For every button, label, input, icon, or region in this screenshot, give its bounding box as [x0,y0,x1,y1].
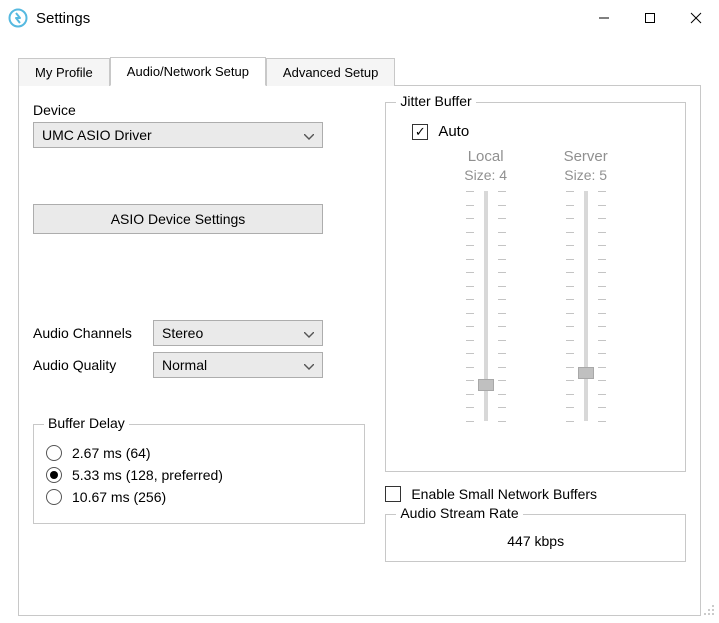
titlebar: Settings [0,0,719,36]
jitter-buffer-group: Jitter Buffer Auto Local Size: 4 Server … [385,102,686,472]
chevron-down-icon [304,357,314,373]
radio-icon[interactable] [46,467,62,483]
audio-quality-label: Audio Quality [33,357,143,373]
chevron-down-icon [304,325,314,341]
audio-stream-rate-group: Audio Stream Rate 447 kbps [385,514,686,562]
asio-device-settings-button[interactable]: ASIO Device Settings [33,204,323,234]
left-column: Device UMC ASIO Driver ASIO Device Setti… [33,102,365,601]
tab-my-profile[interactable]: My Profile [18,58,110,86]
jitter-local-size: Size: 4 [464,167,507,183]
buffer-delay-option-label: 5.33 ms (128, preferred) [72,467,223,483]
radio-icon[interactable] [46,445,62,461]
enable-small-buffers-checkbox[interactable] [385,486,401,502]
audio-channels-label: Audio Channels [33,325,143,341]
jitter-auto-label: Auto [438,123,469,140]
jitter-local-column: Local Size: 4 [456,148,516,421]
chevron-down-icon [304,127,314,143]
tab-audio-network-setup[interactable]: Audio/Network Setup [110,57,266,86]
buffer-delay-option[interactable]: 2.67 ms (64) [46,445,352,461]
jitter-local-title: Local [468,148,504,165]
resize-grip-icon[interactable] [701,602,715,619]
buffer-delay-option[interactable]: 10.67 ms (256) [46,489,352,505]
tab-advanced-setup[interactable]: Advanced Setup [266,58,395,86]
right-column: Jitter Buffer Auto Local Size: 4 Server … [385,102,686,601]
tab-bar: My Profile Audio/Network Setup Advanced … [18,56,701,86]
close-button[interactable] [673,0,719,36]
slider-thumb[interactable] [578,367,594,379]
app-icon [8,8,28,28]
buffer-delay-legend: Buffer Delay [44,415,129,431]
buffer-delay-option[interactable]: 5.33 ms (128, preferred) [46,467,352,483]
audio-quality-value: Normal [162,357,207,373]
maximize-button[interactable] [627,0,673,36]
asio-device-settings-label: ASIO Device Settings [111,211,246,227]
jitter-auto-checkbox[interactable] [412,124,428,140]
audio-channels-select[interactable]: Stereo [153,320,323,346]
audio-stream-rate-legend: Audio Stream Rate [396,505,522,521]
device-label: Device [33,102,365,118]
jitter-server-title: Server [564,148,608,165]
slider-thumb[interactable] [478,379,494,391]
jitter-buffer-legend: Jitter Buffer [396,93,475,109]
tab-page-audio-network: Device UMC ASIO Driver ASIO Device Setti… [18,86,701,616]
buffer-delay-option-label: 2.67 ms (64) [72,445,151,461]
minimize-button[interactable] [581,0,627,36]
jitter-local-slider[interactable] [456,191,516,421]
audio-stream-rate-value: 447 kbps [396,533,675,549]
jitter-server-size: Size: 5 [564,167,607,183]
enable-small-buffers-label: Enable Small Network Buffers [411,486,597,502]
jitter-server-slider[interactable] [556,191,616,421]
window-title: Settings [36,10,90,27]
jitter-server-column: Server Size: 5 [556,148,616,421]
content-area: My Profile Audio/Network Setup Advanced … [0,36,719,623]
device-select-value: UMC ASIO Driver [42,127,152,143]
audio-quality-select[interactable]: Normal [153,352,323,378]
audio-channels-value: Stereo [162,325,203,341]
buffer-delay-option-label: 10.67 ms (256) [72,489,166,505]
buffer-delay-group: Buffer Delay 2.67 ms (64)5.33 ms (128, p… [33,424,365,524]
radio-icon[interactable] [46,489,62,505]
device-select[interactable]: UMC ASIO Driver [33,122,323,148]
